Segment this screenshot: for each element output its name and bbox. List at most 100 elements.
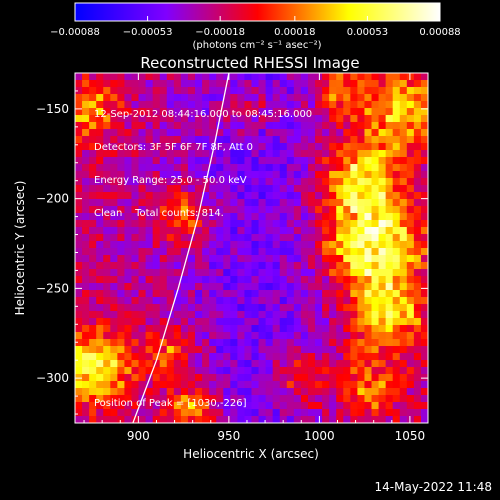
heatmap-cell [364,381,373,389]
heatmap-cell [230,290,238,298]
heatmap-cell [237,290,246,298]
heatmap-cell [322,367,330,375]
heatmap-cell [272,346,281,354]
heatmap-cell [300,325,309,333]
heatmap-cell [286,395,295,403]
heatmap-cell [209,206,217,214]
heatmap-cell [244,416,253,423]
heatmap-cell [420,255,428,263]
heatmap-cell [166,94,175,102]
heatmap-cell [96,283,104,291]
heatmap-cell [272,241,281,249]
heatmap-cell [258,353,267,361]
heatmap-cell [322,143,330,151]
heatmap-cell [272,150,281,158]
heatmap-cell [315,241,323,249]
heatmap-cell [82,101,90,109]
heatmap-cell [75,171,83,179]
heatmap-cell [152,157,161,165]
heatmap-cell [420,339,428,347]
heatmap-cell [364,332,373,340]
heatmap-cell [378,388,387,396]
heatmap-cell [166,255,175,263]
heatmap-cell [385,164,394,172]
heatmap-cell [307,402,316,410]
heatmap-cell [180,164,189,172]
heatmap-cell [371,276,380,284]
heatmap-cell [173,367,182,375]
heatmap-cell [300,402,309,410]
heatmap-cell [223,108,231,116]
heatmap-cell [378,381,387,389]
heatmap-cell [413,136,422,144]
heatmap-cell [329,178,337,186]
heatmap-cell [145,143,154,151]
heatmap-cell [244,255,253,263]
heatmap-cell [187,73,196,81]
heatmap-cell [173,101,182,109]
heatmap-cell [124,87,133,95]
heatmap-cell [173,416,182,423]
heatmap-cell [195,248,203,256]
heatmap-cell [216,234,224,242]
heatmap-cell [336,290,344,298]
heatmap-cell [399,346,408,354]
heatmap-cell [322,388,330,396]
heatmap-cell [293,206,302,214]
heatmap-cell [82,241,90,249]
heatmap-cell [138,87,147,95]
heatmap-cell [364,346,373,354]
heatmap-cell [230,101,238,109]
heatmap-cell [350,220,358,228]
heatmap-cell [279,192,288,200]
heatmap-cell [322,416,330,423]
heatmap-cell [202,332,210,340]
heatmap-cell [258,269,267,277]
heatmap-cell [244,234,253,242]
heatmap-cell [371,402,380,410]
heatmap-cell [385,311,394,319]
heatmap-cell [145,150,154,158]
heatmap-cell [307,185,316,193]
heatmap-cell [103,367,111,375]
heatmap-cell [336,318,344,326]
heatmap-cell [124,129,133,137]
heatmap-cell [413,297,422,305]
heatmap-cell [216,304,224,312]
heatmap-cell [329,171,337,179]
heatmap-cell [244,115,253,123]
heatmap-cell [406,325,415,333]
heatmap-cell [307,262,316,270]
heatmap-cell [209,374,217,382]
heatmap-cell [371,388,380,396]
heatmap-cell [209,304,217,312]
heatmap-cell [357,325,366,333]
heatmap-cell [343,73,351,81]
heatmap-cell [364,234,373,242]
heatmap-cell [399,269,408,277]
heatmap-cell [103,353,111,361]
heatmap-cell [195,199,203,207]
heatmap-cell [131,416,140,423]
heatmap-cell [216,241,224,249]
heatmap-cell [237,115,246,123]
heatmap-cell [110,129,118,137]
heatmap-cell [202,388,210,396]
heatmap-cell [230,360,238,368]
heatmap-cell [244,241,253,249]
heatmap-cell [82,115,90,123]
heatmap-cell [145,276,154,284]
heatmap-cell [307,199,316,207]
heatmap-cell [286,213,295,221]
heatmap-cell [336,304,344,312]
heatmap-cell [329,325,337,333]
heatmap-cell [110,416,118,423]
colorbar-label: (photons cm⁻² s⁻¹ asec⁻²) [192,40,321,51]
heatmap-cell [329,367,337,375]
heatmap-cell [110,395,118,403]
heatmap-cell [392,157,401,165]
heatmap-cell [195,150,203,158]
heatmap-cell [385,402,394,410]
heatmap-cell [89,199,97,207]
heatmap-cell [378,325,387,333]
